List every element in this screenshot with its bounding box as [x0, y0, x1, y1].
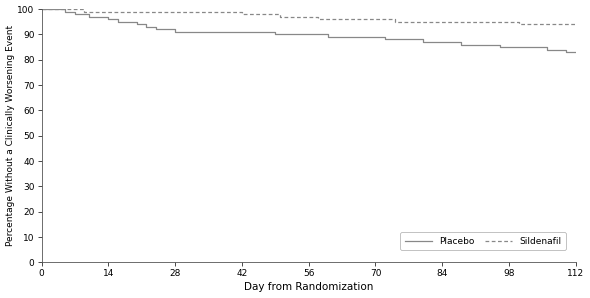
Sildenafil	[534, 22, 541, 26]
Sildenafil	[71, 7, 78, 11]
Sildenafil	[238, 12, 245, 16]
Sildenafil	[172, 10, 179, 13]
Sildenafil	[515, 22, 522, 26]
Sildenafil	[277, 12, 284, 16]
Placebo	[429, 40, 436, 44]
Sildenafil	[348, 17, 355, 21]
Sildenafil	[38, 7, 45, 11]
Placebo	[152, 25, 159, 29]
Legend: Placebo, Sildenafil: Placebo, Sildenafil	[400, 232, 566, 250]
Sildenafil	[71, 7, 78, 11]
Sildenafil	[314, 15, 322, 18]
Sildenafil	[405, 20, 412, 24]
Sildenafil	[372, 17, 379, 21]
Sildenafil	[172, 10, 179, 13]
Sildenafil	[105, 10, 112, 13]
Placebo	[458, 40, 465, 44]
Sildenafil	[348, 17, 355, 21]
Sildenafil	[314, 17, 322, 21]
Placebo	[572, 50, 579, 54]
Sildenafil	[391, 17, 398, 21]
Placebo	[458, 43, 465, 46]
Placebo	[38, 7, 45, 11]
Line: Sildenafil: Sildenafil	[41, 9, 576, 24]
Placebo	[563, 50, 570, 54]
Sildenafil	[238, 10, 245, 13]
Sildenafil	[439, 20, 446, 24]
Sildenafil	[477, 20, 484, 24]
Sildenafil	[81, 7, 88, 11]
Sildenafil	[305, 15, 312, 18]
Sildenafil	[572, 22, 579, 26]
Sildenafil	[506, 20, 513, 24]
Sildenafil	[572, 22, 579, 26]
Line: Placebo: Placebo	[41, 9, 576, 52]
Sildenafil	[553, 22, 560, 26]
Sildenafil	[515, 20, 522, 24]
Sildenafil	[81, 10, 88, 13]
Sildenafil	[372, 17, 379, 21]
X-axis label: Day from Randomization: Day from Randomization	[244, 283, 373, 292]
Sildenafil	[339, 17, 346, 21]
Y-axis label: Percentage Without a Clinically Worsening Event: Percentage Without a Clinically Worsenin…	[5, 25, 15, 246]
Sildenafil	[248, 12, 255, 16]
Sildenafil	[553, 22, 560, 26]
Sildenafil	[277, 15, 284, 18]
Sildenafil	[534, 22, 541, 26]
Placebo	[71, 12, 78, 16]
Sildenafil	[305, 15, 312, 18]
Sildenafil	[339, 17, 346, 21]
Sildenafil	[405, 20, 412, 24]
Sildenafil	[105, 10, 112, 13]
Sildenafil	[506, 20, 513, 24]
Placebo	[439, 40, 446, 44]
Sildenafil	[391, 20, 398, 24]
Sildenafil	[439, 20, 446, 24]
Sildenafil	[477, 20, 484, 24]
Sildenafil	[248, 12, 255, 16]
